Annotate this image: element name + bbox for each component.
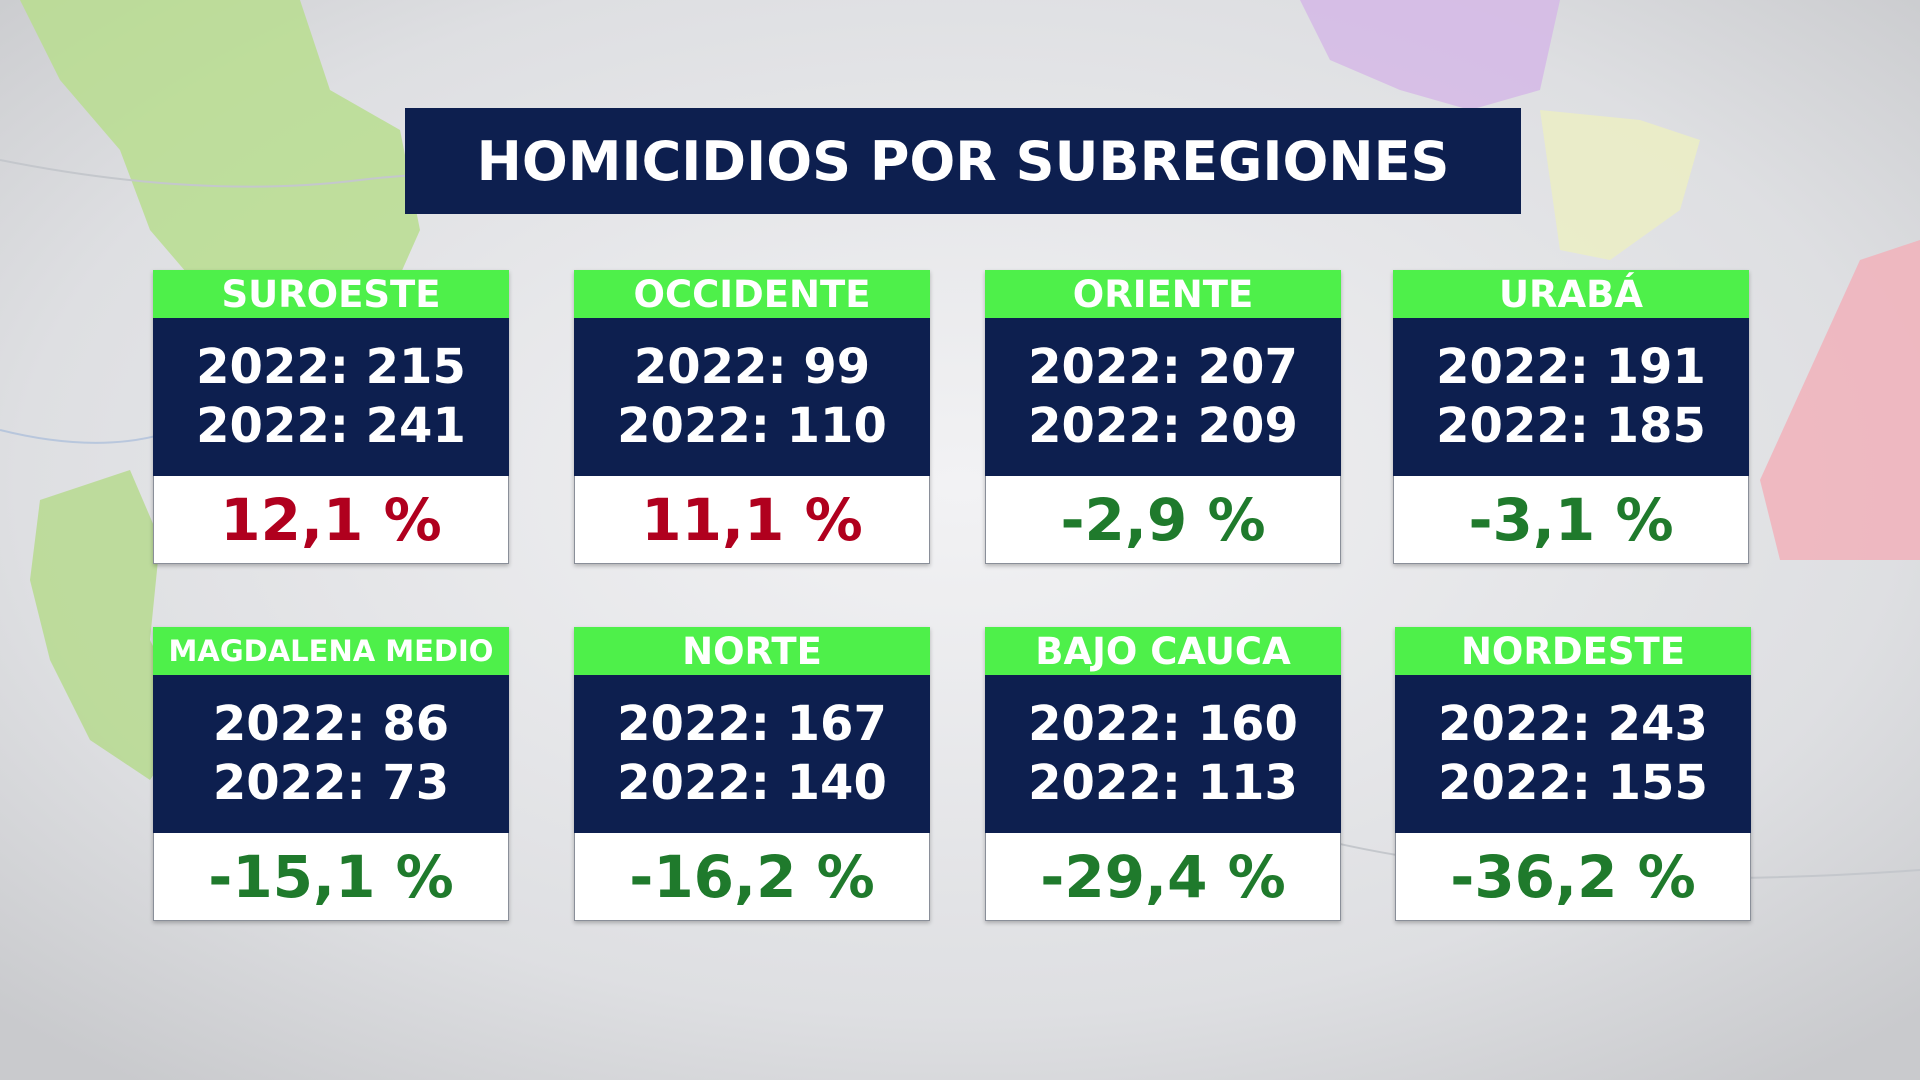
region-name: MAGDALENA MEDIO	[153, 627, 509, 675]
region-name: NORDESTE	[1395, 627, 1751, 675]
map-region-yellow	[1540, 110, 1700, 260]
region-value-line2: 2022: 185	[1436, 398, 1706, 454]
region-value-line1: 2022: 215	[196, 339, 466, 395]
region-card-uraba: URABÁ 2022: 191 2022: 185 -3,1 %	[1393, 270, 1749, 564]
title-banner: HOMICIDIOS POR SUBREGIONES	[405, 108, 1521, 214]
region-values: 2022: 160 2022: 113	[985, 675, 1341, 833]
region-change: -2,9 %	[985, 476, 1341, 564]
region-card-magdalena-medio: MAGDALENA MEDIO 2022: 86 2022: 73 -15,1 …	[153, 627, 509, 921]
region-value-line1: 2022: 243	[1438, 696, 1708, 752]
region-change: 12,1 %	[153, 476, 509, 564]
region-value-line1: 2022: 167	[617, 696, 887, 752]
region-values: 2022: 207 2022: 209	[985, 318, 1341, 476]
region-value-line2: 2022: 241	[196, 398, 466, 454]
map-region-pink	[1760, 240, 1920, 560]
region-change: -36,2 %	[1395, 833, 1751, 921]
region-card-occidente: OCCIDENTE 2022: 99 2022: 110 11,1 %	[574, 270, 930, 564]
region-values: 2022: 86 2022: 73	[153, 675, 509, 833]
region-name: SUROESTE	[153, 270, 509, 318]
region-change: 11,1 %	[574, 476, 930, 564]
map-region-green-west	[30, 470, 190, 780]
region-value-line1: 2022: 191	[1436, 339, 1706, 395]
region-value-line2: 2022: 110	[617, 398, 887, 454]
page-title: HOMICIDIOS POR SUBREGIONES	[476, 129, 1450, 193]
region-name: OCCIDENTE	[574, 270, 930, 318]
region-values: 2022: 191 2022: 185	[1393, 318, 1749, 476]
region-value-line1: 2022: 207	[1028, 339, 1298, 395]
region-name: ORIENTE	[985, 270, 1341, 318]
region-value-line1: 2022: 160	[1028, 696, 1298, 752]
region-change: -16,2 %	[574, 833, 930, 921]
region-values: 2022: 215 2022: 241	[153, 318, 509, 476]
region-values: 2022: 99 2022: 110	[574, 318, 930, 476]
region-value-line2: 2022: 155	[1438, 755, 1708, 811]
region-card-nordeste: NORDESTE 2022: 243 2022: 155 -36,2 %	[1395, 627, 1751, 921]
region-value-line2: 2022: 113	[1028, 755, 1298, 811]
region-value-line2: 2022: 140	[617, 755, 887, 811]
region-value-line2: 2022: 209	[1028, 398, 1298, 454]
region-card-suroeste: SUROESTE 2022: 215 2022: 241 12,1 %	[153, 270, 509, 564]
region-value-line2: 2022: 73	[212, 755, 450, 811]
region-card-oriente: ORIENTE 2022: 207 2022: 209 -2,9 %	[985, 270, 1341, 564]
region-name: NORTE	[574, 627, 930, 675]
region-value-line1: 2022: 86	[212, 696, 450, 752]
map-region-purple	[1300, 0, 1560, 110]
region-card-norte: NORTE 2022: 167 2022: 140 -16,2 %	[574, 627, 930, 921]
region-change: -29,4 %	[985, 833, 1341, 921]
region-change: -3,1 %	[1393, 476, 1749, 564]
region-card-bajo-cauca: BAJO CAUCA 2022: 160 2022: 113 -29,4 %	[985, 627, 1341, 921]
region-name: URABÁ	[1393, 270, 1749, 318]
region-values: 2022: 243 2022: 155	[1395, 675, 1751, 833]
region-value-line1: 2022: 99	[633, 339, 871, 395]
region-name: BAJO CAUCA	[985, 627, 1341, 675]
region-values: 2022: 167 2022: 140	[574, 675, 930, 833]
region-change: -15,1 %	[153, 833, 509, 921]
